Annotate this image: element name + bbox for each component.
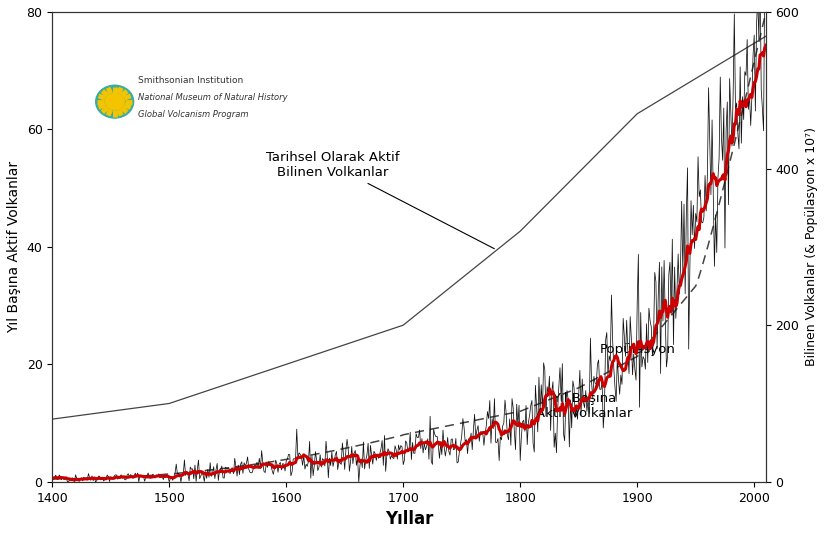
X-axis label: Yıllar: Yıllar [385,510,433,528]
Circle shape [105,94,125,110]
Y-axis label: Yıl Başına Aktif Volkanlar: Yıl Başına Aktif Volkanlar [7,161,21,333]
Y-axis label: Bilinen Volkanlar (& Popülasyon x 10⁷): Bilinen Volkanlar (& Popülasyon x 10⁷) [805,127,818,366]
Text: Smithsonian Institution: Smithsonian Institution [138,76,243,85]
Text: Tarihsel Olarak Aktif
Bilinen Volkanlar: Tarihsel Olarak Aktif Bilinen Volkanlar [266,151,494,249]
Circle shape [96,85,134,118]
Text: National Museum of Natural History: National Museum of Natural History [138,93,287,102]
Text: Popülasyon: Popülasyon [599,342,675,356]
Text: Global Volcanism Program: Global Volcanism Program [138,110,248,119]
Text: Yıl Başına
Aktif Volkanlar: Yıl Başına Aktif Volkanlar [536,377,633,420]
